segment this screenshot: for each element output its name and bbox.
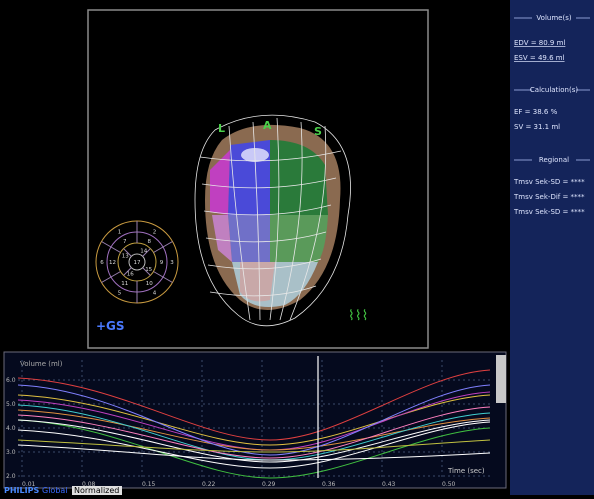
segment-label: 8 (148, 239, 152, 245)
volume-value: EDV = 80.9 ml (514, 39, 565, 47)
volume-curve (17, 394, 491, 446)
y-tick-label: 6.0 (6, 377, 16, 384)
wire-line (279, 121, 303, 321)
x-tick-label: 0.43 (382, 481, 396, 488)
segment-label: 1 (118, 230, 122, 236)
bullseye-divider (142, 248, 151, 257)
volume-curve (17, 369, 491, 441)
calculation-value: SV = 31.1 ml (514, 123, 560, 131)
x-tick-label: 0.08 (82, 481, 96, 488)
segment-label: 12 (109, 260, 116, 266)
x-axis-title: Time (sec) (447, 467, 485, 475)
side-panel-text: Volume(s) EDV = 80.9 ml ESV = 49.6 ml Calcu… (513, 12, 590, 216)
bullseye-divider (153, 241, 173, 253)
scroll-buttons[interactable] (496, 355, 506, 403)
mode-global[interactable]: Global (42, 486, 68, 495)
segment-label: 14 (140, 248, 147, 254)
segment-label: 17 (134, 260, 141, 266)
y-tick-label: 5.0 (6, 401, 16, 408)
graph-panel (3, 351, 507, 489)
mode-normalized-bg[interactable] (72, 486, 122, 495)
volume-curve (17, 409, 491, 451)
x-tick-label: 0.22 (202, 481, 216, 488)
x-tick-label: 0.36 (322, 481, 336, 488)
bullseye-ring (128, 253, 146, 271)
volume-curve (17, 419, 491, 463)
x-tick-label: 0.50 (442, 481, 456, 488)
side-panel (510, 0, 594, 495)
x-tick-label: 0.15 (142, 481, 156, 488)
bullseye-divider (101, 271, 121, 283)
segment-label: 5 (118, 290, 122, 296)
segment (228, 215, 270, 262)
wire-line (205, 231, 327, 243)
icon: +GS (96, 319, 125, 333)
segment (240, 262, 275, 302)
brand: PHILIPS (4, 486, 39, 495)
header-bg (532, 154, 576, 164)
volume-curve (17, 421, 491, 469)
header-bg (532, 84, 576, 94)
volume-value: ESV = 49.6 ml (514, 54, 565, 62)
y-tick-label: 2.0 (6, 473, 16, 480)
icon: ⌇⌇⌇ (348, 308, 369, 324)
header-bg (532, 12, 576, 22)
segment-label: 10 (146, 281, 153, 287)
segment-label: 15 (145, 267, 152, 273)
wireframe (194, 114, 351, 327)
wire-line (289, 125, 327, 321)
segment-label: 2 (153, 230, 157, 236)
segment-label: 11 (121, 281, 128, 287)
heart-model: ⌇⌇⌇ +GS (96, 114, 369, 333)
segment (270, 140, 328, 215)
segment (210, 150, 230, 215)
segment (212, 215, 232, 262)
segment-label: 16 (127, 272, 134, 278)
segment-label: 4 (153, 290, 157, 296)
y-tick-label: 3.0 (6, 449, 16, 456)
bullseye-divider (123, 248, 132, 257)
wire-line (269, 117, 280, 321)
segment-label: 9 (160, 260, 164, 266)
bullseye-divider (142, 267, 151, 276)
volume-curve (17, 444, 491, 461)
segment-label: 3 (170, 260, 174, 266)
regional-value: Tmsv Sek-SD = **** (513, 208, 585, 216)
wire-line (228, 125, 251, 321)
bullseye-divider (153, 271, 173, 283)
wire-line (203, 204, 332, 216)
volume-curve (17, 439, 491, 453)
bullseye-divider (101, 241, 121, 253)
section-header: Calculation(s) (530, 86, 578, 94)
wire-line (209, 285, 317, 297)
volume-curve (17, 384, 491, 456)
segment-label: 7 (123, 239, 127, 245)
y-axis-title: Volume (ml) (20, 360, 63, 368)
orientation-label: L (218, 122, 225, 135)
segment-label: 6 (100, 260, 104, 266)
section-header: Volume(s) (536, 14, 571, 22)
y-tick-label: 4.0 (6, 425, 16, 432)
calculation-value: EF = 38.6 % (514, 108, 558, 116)
wire-line (252, 121, 261, 321)
orientation-label: A (263, 119, 272, 132)
x-tick-label: 0.29 (262, 481, 276, 488)
regional-value: Tmsv Sek-Dif = **** (513, 193, 585, 201)
volume-curve (17, 406, 491, 459)
segment-label: 13 (122, 253, 129, 259)
orientation-label: S (314, 125, 322, 138)
volume-curve (17, 419, 491, 479)
bullseye-divider (123, 267, 132, 276)
graph: Volume (ml) Time (sec) 6.0 5.0 4.0 3.0 2.0 0.01… (6, 356, 491, 488)
x-tick-label: 0.01 (22, 481, 36, 488)
wire-line (199, 150, 342, 162)
mode-normalized[interactable]: Normalized (74, 486, 119, 495)
section-header: Regional (539, 156, 569, 164)
wire-line (201, 177, 337, 189)
regional-value: Tmsv Sek-SD = **** (513, 178, 585, 186)
